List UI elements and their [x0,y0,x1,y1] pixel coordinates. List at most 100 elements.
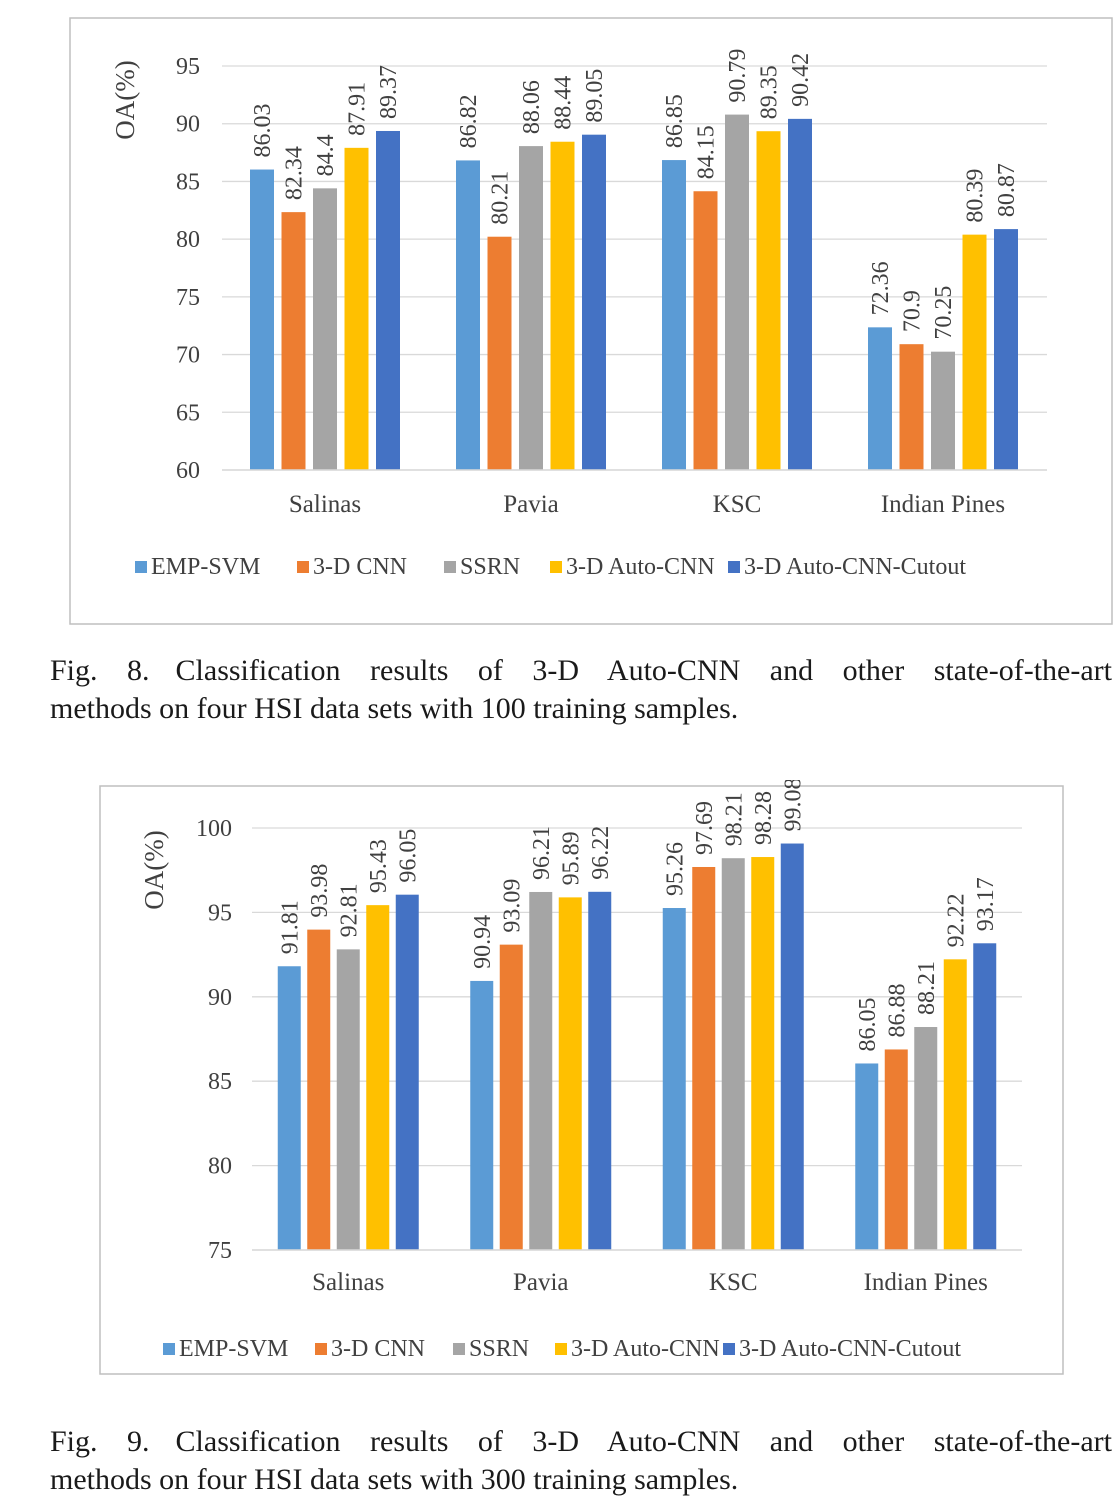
y-tick-label: 80 [176,227,200,253]
y-tick-label: 85 [208,1069,232,1095]
bar [376,130,400,471]
legend-label: 3-D Auto-CNN-Cutout [744,554,966,580]
bar [780,843,804,1250]
legend-swatch [135,561,147,573]
data-label: 98.21 [721,792,747,846]
bar [868,327,892,470]
bar [499,944,523,1250]
bar [662,908,686,1250]
bar [855,1063,879,1250]
fig8-caption-line1: Classification results of 3-D Auto-CNN a… [175,654,1112,687]
bar [250,169,274,470]
fig8-caption-label: Fig. 8. [50,654,150,687]
y-tick-label: 100 [196,816,232,842]
legend-label: 3-D CNN [313,554,407,580]
legend-swatch [163,1343,175,1355]
bar [582,134,606,470]
data-label: 90.79 [725,49,751,103]
data-label: 98.28 [751,791,777,845]
bar [344,147,369,470]
data-label: 95.26 [662,842,688,896]
x-tick-label: Pavia [503,491,559,518]
y-tick-label: 60 [176,458,200,484]
x-tick-label: Salinas [312,1269,384,1296]
bar [725,114,749,470]
fig9-caption-line2: methods on four HSI data sets with 300 t… [50,1463,739,1496]
bar [550,141,575,471]
bar [973,943,997,1250]
data-label: 93.09 [499,879,525,933]
bar [281,212,306,470]
data-label: 89.35 [757,65,783,119]
legend-swatch [444,561,456,573]
data-label: 87.91 [345,82,371,136]
data-label: 93.98 [307,864,333,918]
bar [693,191,718,471]
legend-label: EMP-SVM [179,1336,288,1362]
data-label: 96.22 [588,826,614,880]
data-label: 91.81 [277,900,303,954]
x-tick-label: Salinas [289,491,361,518]
figure-9: 75 80 85 90 95 100 OA(%) 91.81 93.98 92.81 95.43 96… [0,780,1120,1400]
bar [395,894,419,1250]
data-label: 93.17 [973,877,999,931]
x-tick-label: Pavia [513,1269,569,1296]
y-axis-label: OA(%) [139,830,169,909]
data-label: 90.42 [788,53,814,107]
x-tick-label: KSC [709,1269,758,1296]
data-label: 86.85 [662,94,688,148]
bar [558,897,582,1250]
legend-label: 3-D Auto-CNN-Cutout [739,1336,961,1362]
bar [962,234,987,470]
bar [487,236,512,470]
bar [914,1027,938,1250]
data-label: 88.06 [519,80,545,134]
bar [366,905,390,1250]
bar [529,891,553,1250]
legend-label: SSRN [469,1336,529,1362]
y-tick-label: 70 [176,343,200,369]
bar [751,857,775,1250]
y-tick-label: 95 [176,54,200,80]
y-tick-label: 75 [176,285,200,311]
x-tick-label: KSC [713,491,762,518]
legend-label: SSRN [460,554,520,580]
legend-label: 3-D Auto-CNN [566,554,715,580]
bar [994,229,1018,470]
y-tick-label: 90 [208,985,232,1011]
data-label: 86.82 [456,94,482,148]
legend-label: 3-D CNN [331,1336,425,1362]
data-label: 89.37 [376,65,402,119]
data-label: 97.69 [692,801,718,855]
y-axis-label: OA(%) [110,60,140,139]
data-label: 96.21 [529,826,555,880]
legend-swatch [315,1343,327,1355]
fig9-caption-label: Fig. 9. [50,1425,150,1458]
x-tick-label: Indian Pines [881,491,1005,518]
legend-label: 3-D Auto-CNN [571,1336,720,1362]
bar [313,188,337,470]
data-label: 88.21 [914,961,940,1015]
data-label: 95.89 [558,831,584,885]
legend-swatch [555,1343,567,1355]
data-label: 82.34 [282,146,308,200]
bar [470,980,494,1250]
fig9-caption: Fig. 9. Classification results of 3-D Aut… [50,1423,1112,1499]
data-label: 96.05 [395,829,421,883]
bar [756,131,781,470]
y-tick-label: 95 [208,900,232,926]
data-label: 86.03 [250,104,276,158]
bar [277,966,301,1250]
fig8-caption-line2: methods on four HSI data sets with 100 t… [50,692,739,725]
legend-swatch [297,561,309,573]
data-label: 80.39 [963,169,989,223]
data-label: 92.22 [943,893,969,947]
bar [662,160,686,470]
legend-label: EMP-SVM [151,554,260,580]
bar [931,351,955,470]
bar [519,146,543,470]
bar [943,959,967,1250]
data-label: 84.4 [313,134,339,176]
